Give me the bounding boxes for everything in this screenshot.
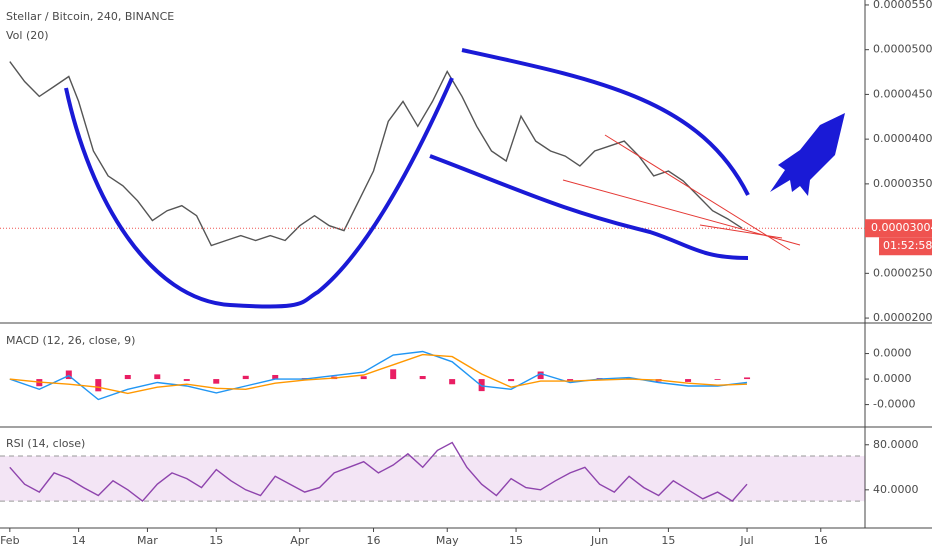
y-tick-label: 0.00002000 bbox=[873, 311, 932, 324]
histogram-bar bbox=[390, 369, 397, 380]
histogram-bar bbox=[272, 374, 279, 380]
histogram-bar bbox=[124, 374, 131, 380]
histogram-bar bbox=[685, 379, 692, 382]
x-tick-label: May bbox=[436, 534, 459, 547]
price-tag bbox=[865, 219, 932, 238]
series-line bbox=[9, 353, 748, 395]
rsi-band bbox=[0, 456, 865, 502]
histogram-bar bbox=[449, 379, 456, 385]
histogram-bar bbox=[95, 379, 102, 392]
x-tick-label: Mar bbox=[137, 534, 158, 547]
histogram-bar bbox=[419, 376, 426, 380]
histogram-bar bbox=[714, 379, 721, 380]
y-tick-label: 80.0000 bbox=[873, 438, 919, 451]
drawing bbox=[64, 77, 454, 309]
drawing bbox=[461, 48, 750, 196]
histogram-bar bbox=[65, 370, 72, 380]
x-tick-label: 16 bbox=[367, 534, 381, 547]
series-line bbox=[9, 350, 748, 401]
y-tick-label: 0.0000 bbox=[873, 347, 912, 360]
histogram-bar bbox=[242, 375, 249, 380]
countdown: 01:52:58 bbox=[883, 239, 932, 252]
histogram-bar bbox=[183, 379, 190, 381]
x-tick-label: Jul bbox=[739, 534, 753, 547]
annotations bbox=[64, 48, 845, 309]
histogram-bar bbox=[626, 377, 633, 380]
panel-title: MACD (12, 26, close, 9) bbox=[6, 334, 135, 347]
series-line bbox=[9, 441, 748, 503]
panel-title: RSI (14, close) bbox=[6, 437, 85, 450]
histogram-bar bbox=[478, 379, 485, 392]
x-tick-label: 16 bbox=[814, 534, 828, 547]
y-tick-label: 0.0000 bbox=[873, 372, 912, 385]
histogram-bar bbox=[537, 371, 544, 380]
histogram-bar bbox=[567, 379, 574, 381]
histogram-bar bbox=[508, 379, 515, 382]
histogram-bar bbox=[213, 379, 220, 384]
x-tick-label: 15 bbox=[509, 534, 523, 547]
y-tick-label: 40.0000 bbox=[873, 483, 919, 496]
histogram-bar bbox=[744, 377, 751, 380]
trendline bbox=[562, 134, 801, 251]
histogram-bar bbox=[360, 376, 367, 380]
last-price-label: 0.00003004 bbox=[871, 221, 932, 234]
series-line bbox=[9, 61, 743, 247]
drawing bbox=[429, 154, 749, 260]
x-tick-label: 15 bbox=[661, 534, 675, 547]
countdown-tag bbox=[879, 237, 932, 256]
indicator-label: Vol (20) bbox=[6, 29, 49, 42]
x-tick-label: Feb bbox=[0, 534, 19, 547]
panel-title: Stellar / Bitcoin, 240, BINANCE bbox=[6, 10, 174, 23]
x-tick-label: Apr bbox=[290, 534, 310, 547]
x-tick-label: 14 bbox=[72, 534, 86, 547]
rocket bbox=[770, 113, 845, 196]
x-tick-label: Jun bbox=[590, 534, 608, 547]
histogram-bar bbox=[154, 374, 161, 380]
x-tick-label: 15 bbox=[209, 534, 223, 547]
y-tick-label: -0.0000 bbox=[873, 398, 915, 411]
